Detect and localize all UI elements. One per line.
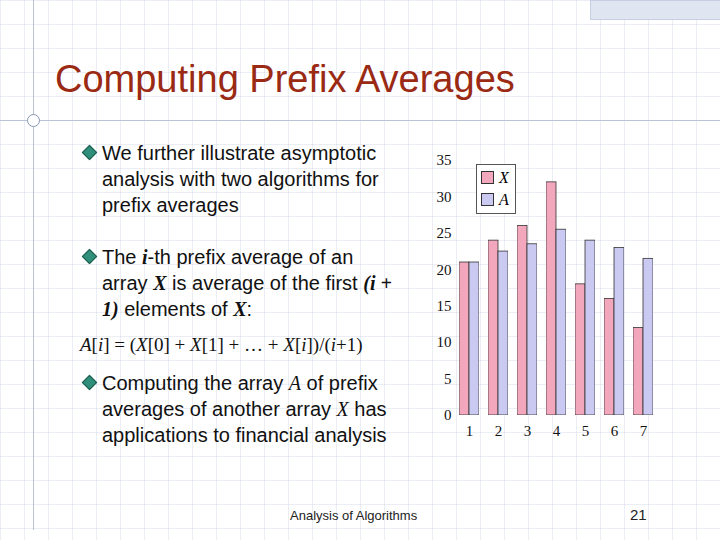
svg-text:35: 35 xyxy=(437,152,452,168)
svg-text:4: 4 xyxy=(553,423,561,439)
svg-text:5: 5 xyxy=(582,423,590,439)
svg-text:25: 25 xyxy=(437,225,452,241)
svg-text:5: 5 xyxy=(444,371,452,387)
svg-text:2: 2 xyxy=(495,423,503,439)
svg-text:30: 30 xyxy=(437,189,452,205)
svg-text:0: 0 xyxy=(444,407,452,423)
svg-text:15: 15 xyxy=(437,298,452,314)
svg-text:10: 10 xyxy=(437,334,452,350)
html-text:Computing the array A of prefi: Computing the array A of prefix averages… xyxy=(102,372,387,446)
svg-text:3: 3 xyxy=(524,423,532,439)
html-text:A [i] = (X [0] + X [1] + … + X: A [i] = (X [0] + X [1] + … + X [i])/(i +… xyxy=(80,334,363,355)
html-text:We further illustrate asymptot: We further illustrate asymptotic analysi… xyxy=(102,142,379,216)
html-text:A: A xyxy=(499,191,509,208)
html-text:21: 21 xyxy=(630,506,647,523)
html-text:Computing Prefix Averages: Computing Prefix Averages xyxy=(55,58,515,100)
html-text:Analysis of Algorithms: Analysis of Algorithms xyxy=(290,508,418,523)
svg-text:7: 7 xyxy=(640,423,648,439)
svg-text:1: 1 xyxy=(466,423,474,439)
svg-text:6: 6 xyxy=(611,423,619,439)
html-text:X: X xyxy=(499,169,509,186)
svg-text:20: 20 xyxy=(437,262,452,278)
html-text:The i -th prefix average of an: The i -th prefix average of an array X i… xyxy=(102,246,392,320)
